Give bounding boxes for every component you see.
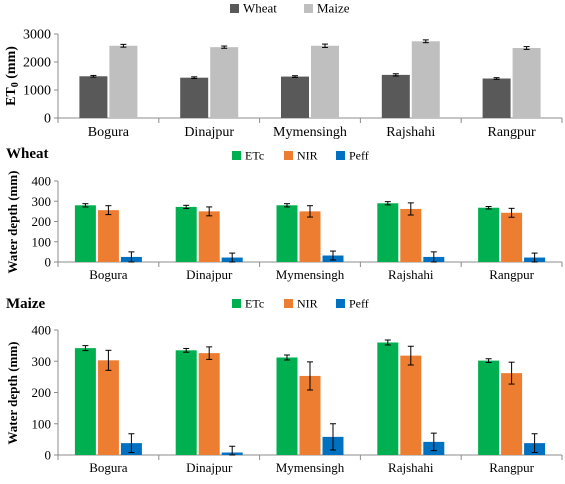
y-tick-label: 400 bbox=[32, 323, 52, 338]
bar-nir bbox=[198, 211, 220, 262]
y-tick-label: 200 bbox=[32, 385, 52, 400]
legend-label: Peff bbox=[349, 149, 369, 163]
x-tick-label: Rangpur bbox=[487, 125, 536, 140]
x-tick-label: Mymensingh bbox=[273, 125, 347, 140]
x-tick-label: Dinajpur bbox=[186, 267, 233, 282]
x-tick-label: Rajshahi bbox=[386, 125, 435, 140]
x-tick-label: Rangpur bbox=[489, 267, 534, 282]
x-tick-label: Dinajpur bbox=[186, 460, 233, 475]
legend-label: NIR bbox=[297, 297, 318, 311]
y-tick-label: 1000 bbox=[23, 84, 51, 99]
bar-nir bbox=[198, 353, 220, 455]
legend-swatch bbox=[336, 151, 345, 160]
bar-nir bbox=[97, 210, 119, 262]
y-tick-label: 3000 bbox=[23, 28, 51, 43]
legend-swatch bbox=[304, 4, 313, 13]
bar-wheat bbox=[281, 76, 309, 118]
bar-etc bbox=[276, 205, 298, 262]
bar-etc bbox=[175, 350, 197, 455]
y-tick-label: 0 bbox=[45, 448, 52, 463]
bar-etc bbox=[478, 207, 500, 262]
y-tick-label: 100 bbox=[32, 234, 52, 249]
bar-wheat bbox=[79, 76, 108, 118]
wheat-panel-title: Wheat bbox=[6, 146, 49, 162]
y-axis-label: ET0 (mm) bbox=[4, 46, 21, 106]
bar-etc bbox=[175, 206, 197, 262]
legend-swatch bbox=[284, 151, 293, 160]
bar-etc bbox=[74, 348, 96, 455]
bar-maize bbox=[512, 48, 541, 118]
y-axis-label-subscript: 0 bbox=[10, 82, 21, 87]
bar-nir bbox=[501, 212, 523, 262]
y-axis-label-unit: (mm) bbox=[4, 46, 19, 82]
legend-label: Maize bbox=[317, 1, 350, 16]
bar-etc bbox=[276, 357, 298, 455]
bar-etc bbox=[377, 342, 399, 455]
x-tick-label: Rangpur bbox=[489, 460, 534, 475]
bar-wheat bbox=[180, 77, 209, 118]
y-tick-label: 300 bbox=[32, 194, 52, 209]
y-tick-label: 300 bbox=[32, 354, 52, 369]
bar-maize bbox=[109, 45, 138, 119]
chart-2: 0 100 200 300 400 Bogura Dinajpur Mymensingh Raj… bbox=[5, 149, 563, 282]
x-tick-label: Bogura bbox=[88, 125, 130, 140]
y-axis-label: Water depth (mm) bbox=[5, 170, 20, 273]
bar-wheat bbox=[381, 74, 410, 118]
bar-etc bbox=[74, 205, 96, 262]
x-tick-label: Dinajpur bbox=[184, 125, 234, 140]
y-tick-label: 200 bbox=[32, 214, 52, 229]
y-tick-label: 400 bbox=[32, 174, 52, 189]
legend-label: ETc bbox=[245, 297, 264, 311]
legend-label: NIR bbox=[297, 149, 318, 163]
bar-maize bbox=[411, 41, 440, 118]
bar-nir bbox=[299, 375, 321, 455]
x-tick-label: Bogura bbox=[89, 267, 128, 282]
x-tick-label: Mymensingh bbox=[276, 460, 345, 475]
legend-swatch bbox=[232, 151, 241, 160]
bar-maize bbox=[210, 47, 239, 118]
y-tick-label: 0 bbox=[44, 112, 51, 127]
x-tick-label: Bogura bbox=[89, 460, 128, 475]
legend-swatch bbox=[230, 4, 239, 13]
maize-panel-title: Maize bbox=[6, 296, 46, 312]
bar-maize bbox=[311, 45, 339, 119]
x-tick-label: Mymensingh bbox=[276, 267, 345, 282]
x-tick-label: Rajshahi bbox=[388, 460, 434, 475]
x-tick-label: Rajshahi bbox=[388, 267, 434, 282]
legend-label: ETc bbox=[245, 149, 264, 163]
chart-3: 0 100 200 300 400 Bogura Dinajpur Mymensingh Raj… bbox=[5, 297, 563, 475]
legend-swatch bbox=[232, 299, 241, 308]
y-axis-label: Water depth (mm) bbox=[5, 341, 20, 444]
y-axis-label-main: ET bbox=[4, 87, 19, 106]
legend-swatch bbox=[336, 299, 345, 308]
bar-nir bbox=[501, 373, 523, 455]
legend-label: Wheat bbox=[243, 1, 277, 16]
bar-wheat bbox=[482, 78, 511, 118]
bar-etc bbox=[377, 203, 399, 262]
y-tick-label: 100 bbox=[32, 416, 52, 431]
y-tick-label: 2000 bbox=[23, 56, 51, 71]
bar-nir bbox=[400, 208, 422, 262]
legend-swatch bbox=[284, 299, 293, 308]
bar-nir bbox=[299, 211, 321, 262]
bar-nir bbox=[400, 355, 422, 455]
bar-nir bbox=[97, 360, 119, 455]
bar-etc bbox=[478, 360, 500, 455]
y-tick-label: 0 bbox=[45, 255, 52, 270]
legend-label: Peff bbox=[349, 297, 369, 311]
